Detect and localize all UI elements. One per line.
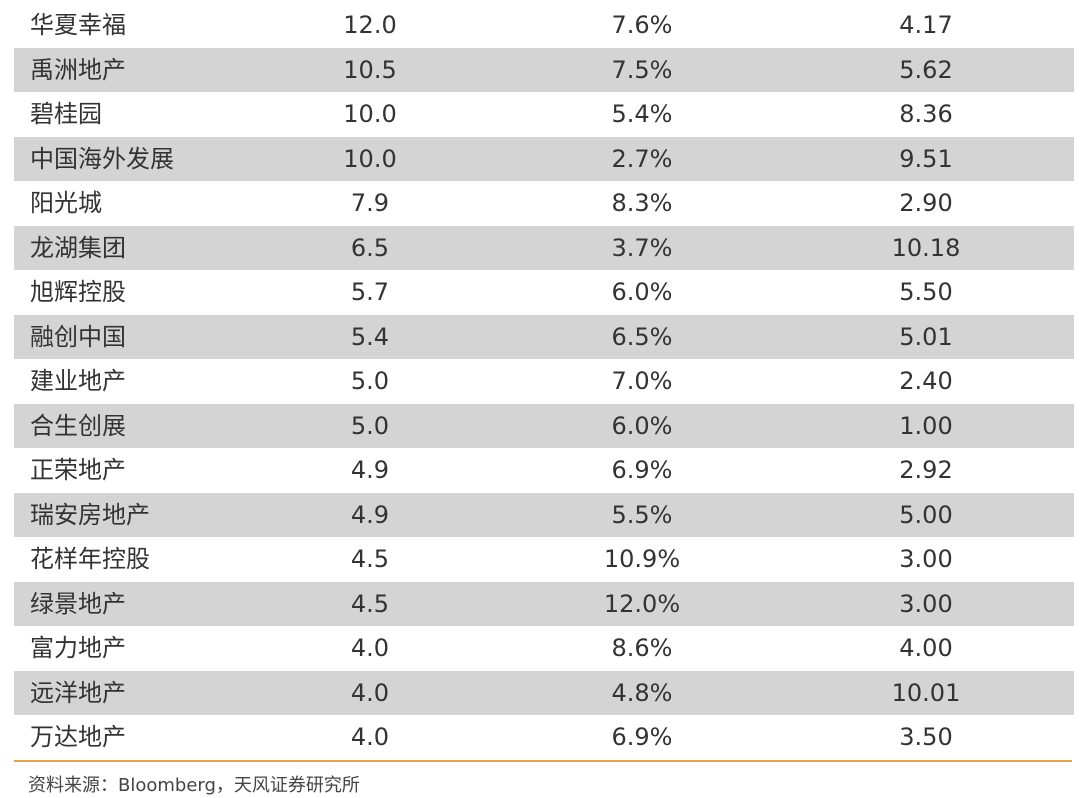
- value-col-2: 6.9%: [611, 723, 673, 752]
- table-bottom-rule: [14, 760, 1072, 762]
- value-col-3: 5.01: [899, 322, 953, 351]
- table-row: 融创中国 5.4 6.5% 5.01: [14, 314, 1074, 359]
- table-row: 龙湖集团 6.5 3.7% 10.18: [14, 225, 1074, 270]
- table-row: 中国海外发展 10.0 2.7% 9.51: [14, 136, 1074, 181]
- value-col-2: 6.9%: [611, 456, 673, 485]
- table-row: 绿景地产 4.5 12.0% 3.00: [14, 581, 1074, 626]
- value-col-1: 10.5: [343, 55, 397, 84]
- company-name: 融创中国: [30, 322, 126, 351]
- value-col-2: 7.6%: [611, 11, 673, 40]
- value-col-1: 10.0: [343, 144, 397, 173]
- company-name: 合生创展: [30, 411, 126, 440]
- value-col-2: 12.0%: [603, 589, 681, 618]
- table-row: 正荣地产 4.9 6.9% 2.92: [14, 448, 1074, 493]
- company-name: 龙湖集团: [30, 233, 126, 262]
- company-name: 正荣地产: [30, 456, 126, 485]
- value-col-2: 4.8%: [611, 678, 673, 707]
- value-col-3: 3.00: [899, 589, 953, 618]
- value-col-1: 4.0: [350, 723, 390, 752]
- value-col-1: 4.0: [350, 678, 390, 707]
- table-row: 禹洲地产 10.5 7.5% 5.62: [14, 47, 1074, 92]
- value-col-1: 4.0: [350, 634, 390, 663]
- value-col-3: 1.00: [899, 411, 953, 440]
- value-col-1: 10.0: [343, 100, 397, 129]
- value-col-3: 5.62: [899, 55, 953, 84]
- company-name: 富力地产: [30, 634, 126, 663]
- value-col-2: 7.0%: [611, 367, 673, 396]
- value-col-2: 6.0%: [611, 278, 673, 307]
- value-col-2: 8.6%: [611, 634, 673, 663]
- table-row: 万达地产 4.0 6.9% 3.50: [14, 715, 1074, 760]
- company-name: 华夏幸福: [30, 11, 126, 40]
- value-col-1: 5.7: [350, 278, 390, 307]
- company-name: 阳光城: [30, 189, 102, 218]
- data-table: 华夏幸福 12.0 7.6% 4.17 禹洲地产 10.5 7.5% 5.62 …: [14, 3, 1074, 760]
- value-col-2: 3.7%: [611, 233, 673, 262]
- value-col-1: 4.9: [350, 500, 390, 529]
- value-col-2: 7.5%: [611, 55, 673, 84]
- value-col-3: 10.01: [891, 678, 961, 707]
- table-row: 旭辉控股 5.7 6.0% 5.50: [14, 270, 1074, 315]
- table-row: 建业地产 5.0 7.0% 2.40: [14, 359, 1074, 404]
- table-row: 富力地产 4.0 8.6% 4.00: [14, 626, 1074, 671]
- value-col-3: 5.50: [899, 278, 953, 307]
- value-col-3: 4.17: [899, 11, 953, 40]
- value-col-1: 4.5: [350, 589, 390, 618]
- value-col-3: 4.00: [899, 634, 953, 663]
- value-col-3: 3.50: [899, 723, 953, 752]
- value-col-3: 2.90: [899, 189, 953, 218]
- value-col-2: 6.5%: [611, 322, 673, 351]
- value-col-2: 2.7%: [611, 144, 673, 173]
- table-row: 瑞安房地产 4.9 5.5% 5.00: [14, 492, 1074, 537]
- value-col-3: 2.92: [899, 456, 953, 485]
- company-name: 中国海外发展: [30, 144, 174, 173]
- value-col-1: 6.5: [350, 233, 390, 262]
- company-name: 花样年控股: [30, 545, 150, 574]
- company-name: 建业地产: [30, 367, 126, 396]
- table-row: 花样年控股 4.5 10.9% 3.00: [14, 537, 1074, 582]
- table-row: 阳光城 7.9 8.3% 2.90: [14, 181, 1074, 226]
- value-col-2: 10.9%: [603, 545, 681, 574]
- table-row: 远洋地产 4.0 4.8% 10.01: [14, 670, 1074, 715]
- value-col-3: 8.36: [899, 100, 953, 129]
- company-name: 瑞安房地产: [30, 500, 150, 529]
- value-col-3: 10.18: [891, 233, 961, 262]
- value-col-3: 5.00: [899, 500, 953, 529]
- table-row: 合生创展 5.0 6.0% 1.00: [14, 403, 1074, 448]
- value-col-1: 12.0: [343, 11, 397, 40]
- value-col-1: 5.4: [350, 322, 390, 351]
- value-col-2: 8.3%: [611, 189, 673, 218]
- value-col-3: 3.00: [899, 545, 953, 574]
- company-name: 旭辉控股: [30, 278, 126, 307]
- company-name: 万达地产: [30, 723, 126, 752]
- value-col-1: 5.0: [350, 367, 390, 396]
- company-name: 碧桂园: [30, 100, 102, 129]
- value-col-1: 7.9: [350, 189, 390, 218]
- value-col-3: 2.40: [899, 367, 953, 396]
- company-name: 绿景地产: [30, 589, 126, 618]
- company-name: 禹洲地产: [30, 55, 126, 84]
- value-col-1: 5.0: [350, 411, 390, 440]
- company-name: 远洋地产: [30, 678, 126, 707]
- value-col-1: 4.5: [350, 545, 390, 574]
- table-row: 碧桂园 10.0 5.4% 8.36: [14, 92, 1074, 137]
- value-col-2: 6.0%: [611, 411, 673, 440]
- value-col-3: 9.51: [899, 144, 953, 173]
- value-col-2: 5.4%: [611, 100, 673, 129]
- source-note: 资料来源：Bloomberg，天风证券研究所: [28, 775, 360, 796]
- value-col-2: 5.5%: [611, 500, 673, 529]
- table-row: 华夏幸福 12.0 7.6% 4.17: [14, 3, 1074, 48]
- value-col-1: 4.9: [350, 456, 390, 485]
